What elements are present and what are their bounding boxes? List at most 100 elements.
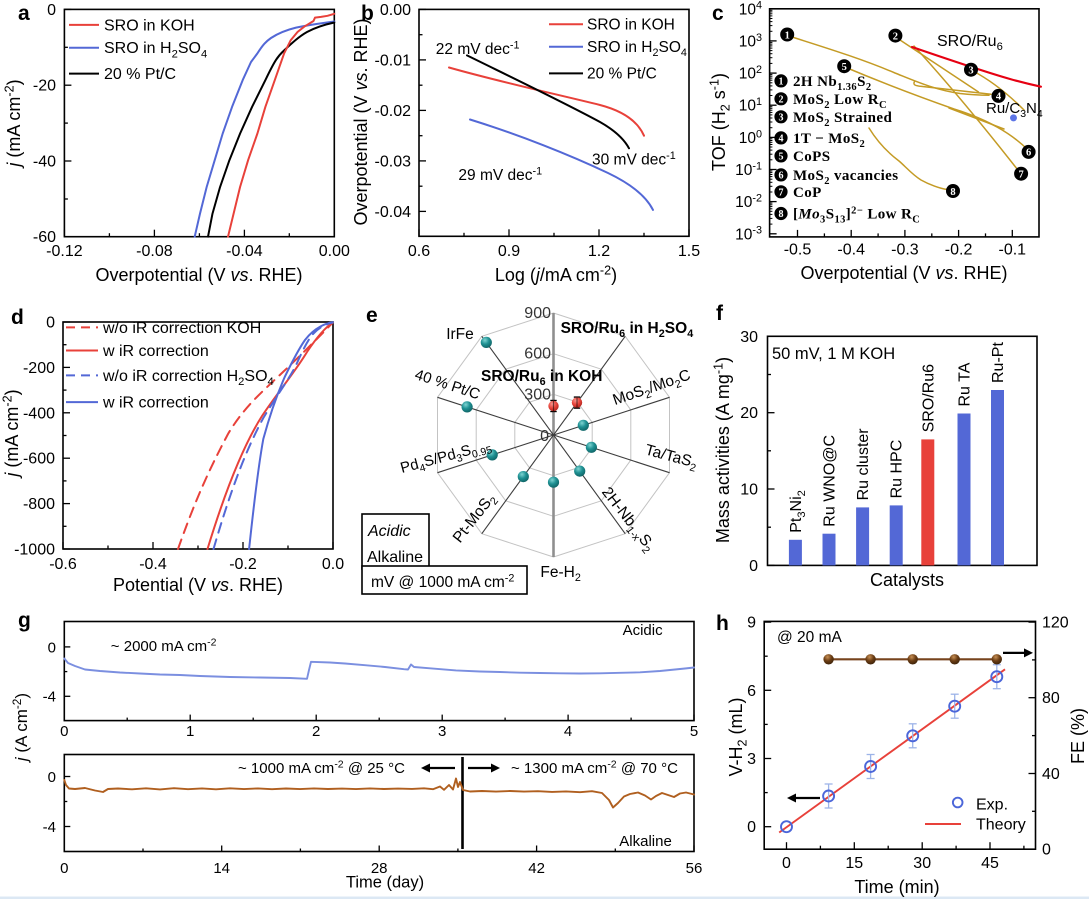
svg-text:0: 0 [47,2,56,19]
svg-text:-60: -60 [33,229,56,246]
svg-text:22 mV dec-1: 22 mV dec-1 [436,39,520,58]
svg-text:Ru/C3N4: Ru/C3N4 [986,100,1043,120]
svg-text:-40: -40 [33,154,56,171]
svg-text:0: 0 [48,769,56,786]
svg-text:1: 1 [779,77,784,88]
svg-text:w/o iR correction KOH: w/o iR correction KOH [102,320,261,337]
svg-text:0.6: 0.6 [408,243,430,260]
svg-text:MoS2 vacancies: MoS2 vacancies [793,168,898,187]
svg-text:1: 1 [186,723,194,740]
svg-text:Alkaline: Alkaline [619,833,672,850]
svg-text:20 % Pt/C: 20 % Pt/C [587,66,657,83]
svg-text:1.5: 1.5 [678,243,700,260]
svg-text:900: 900 [524,305,551,322]
svg-text:-0.03: -0.03 [375,153,412,170]
svg-text:w/o iR correction H2SO4: w/o iR correction H2SO4 [102,368,274,388]
svg-text:Alkaline: Alkaline [367,549,423,566]
svg-text:300: 300 [524,386,551,403]
svg-text:56: 56 [686,860,703,877]
svg-text:4: 4 [996,92,1002,103]
svg-text:Log (j/mA cm-2): Log (j/mA cm-2) [495,264,617,286]
svg-text:Overpotential (V vs. RHE): Overpotential (V vs. RHE) [351,18,371,225]
svg-text:a: a [18,2,30,25]
svg-text:-0.04: -0.04 [226,243,263,260]
svg-text:8: 8 [950,187,955,198]
svg-text:50 mV, 1 M KOH: 50 mV, 1 M KOH [772,345,895,363]
svg-text:104: 104 [739,0,762,18]
svg-text:3: 3 [779,112,784,123]
svg-text:g: g [18,609,31,632]
svg-text:0: 0 [46,315,55,332]
svg-text:-400: -400 [23,405,55,422]
svg-text:Overpotential (V vs. RHE): Overpotential (V vs. RHE) [95,265,302,285]
svg-text:0: 0 [749,558,758,575]
svg-text:w iR correction: w iR correction [102,343,209,360]
svg-text:~ 1000 mA cm-2 @ 25 °C: ~ 1000 mA cm-2 @ 25 °C [238,759,405,777]
svg-text:1.2: 1.2 [588,243,610,260]
svg-text:CoPS: CoPS [793,149,830,165]
svg-text:29 mV dec-1: 29 mV dec-1 [458,165,542,184]
svg-text:Ru HPC: Ru HPC [889,440,906,499]
svg-text:Ru-Pt: Ru-Pt [990,342,1007,383]
svg-text:2: 2 [893,31,898,42]
svg-text:6: 6 [1026,148,1031,159]
svg-text:-0.3: -0.3 [891,242,919,259]
svg-text:-0.4: -0.4 [837,242,865,259]
svg-text:SRO/Ru6 in KOH: SRO/Ru6 in KOH [481,368,602,388]
svg-text:Exp.: Exp. [976,797,1008,814]
svg-text:103: 103 [739,32,762,51]
svg-text:20: 20 [740,405,758,422]
svg-text:Time (day): Time (day) [346,873,424,891]
svg-text:Mass activities (A mg-1): Mass activities (A mg-1) [712,357,734,543]
svg-text:Ru cluster: Ru cluster [855,428,872,501]
svg-text:42: 42 [528,860,545,877]
svg-text:-0.12: -0.12 [46,243,83,260]
svg-text:~ 1300 mA cm-2 @ 70 °C: ~ 1300 mA cm-2 @ 70 °C [511,759,678,777]
svg-text:2: 2 [312,723,320,740]
svg-text:101: 101 [739,96,762,115]
svg-text:w iR correction: w iR correction [102,395,209,412]
svg-text:120: 120 [1042,615,1069,632]
svg-text:CoP: CoP [793,185,822,201]
svg-text:SRO/Ru6 in H2SO4: SRO/Ru6 in H2SO4 [561,320,694,340]
svg-text:600: 600 [524,346,551,363]
svg-text:-1000: -1000 [14,542,55,559]
svg-text:0: 0 [1042,842,1051,859]
svg-text:-0.1: -0.1 [999,242,1027,259]
svg-text:~ 2000 mA cm-2: ~ 2000 mA cm-2 [111,637,217,655]
svg-text:-0.01: -0.01 [375,52,412,69]
svg-text:5: 5 [690,723,698,740]
svg-text:3: 3 [438,723,446,740]
svg-text:-0.2: -0.2 [229,556,257,573]
svg-text:14: 14 [213,860,230,877]
svg-text:28: 28 [371,860,388,877]
svg-text:[Mo3S13]2− Low RC: [Mo3S13]2− Low RC [793,205,920,225]
svg-text:0: 0 [60,860,68,877]
svg-text:-4: -4 [43,819,56,836]
svg-text:Acidic: Acidic [367,523,411,540]
svg-text:SRO/Ru6: SRO/Ru6 [920,364,937,433]
svg-text:V-H2 (mL): V-H2 (mL) [726,697,750,776]
svg-text:9: 9 [747,615,756,632]
svg-text:7: 7 [779,187,784,198]
svg-text:3: 3 [968,66,973,77]
svg-text:-0.6: -0.6 [49,556,77,573]
svg-text:-0.02: -0.02 [375,103,412,120]
svg-text:c: c [712,2,724,25]
svg-text:0.9: 0.9 [498,243,520,260]
svg-text:15: 15 [845,855,863,872]
svg-text:0: 0 [747,819,756,836]
svg-text:MoS2 Low RC: MoS2 Low RC [793,92,887,111]
svg-text:30: 30 [913,855,931,872]
svg-text:Pt3Ni2: Pt3Ni2 [788,490,808,533]
svg-text:Time (min): Time (min) [854,877,939,897]
svg-text:j (mA cm-2): j (mA cm-2) [1,389,23,479]
svg-text:MoS2 Strained: MoS2 Strained [793,110,892,129]
svg-text:0.00: 0.00 [319,243,350,260]
svg-text:-0.4: -0.4 [139,556,167,573]
svg-text:40: 40 [1042,766,1060,783]
svg-text:4: 4 [564,723,572,740]
svg-text:-4: -4 [43,689,56,706]
svg-text:6: 6 [779,171,784,182]
svg-text:5: 5 [842,62,847,73]
